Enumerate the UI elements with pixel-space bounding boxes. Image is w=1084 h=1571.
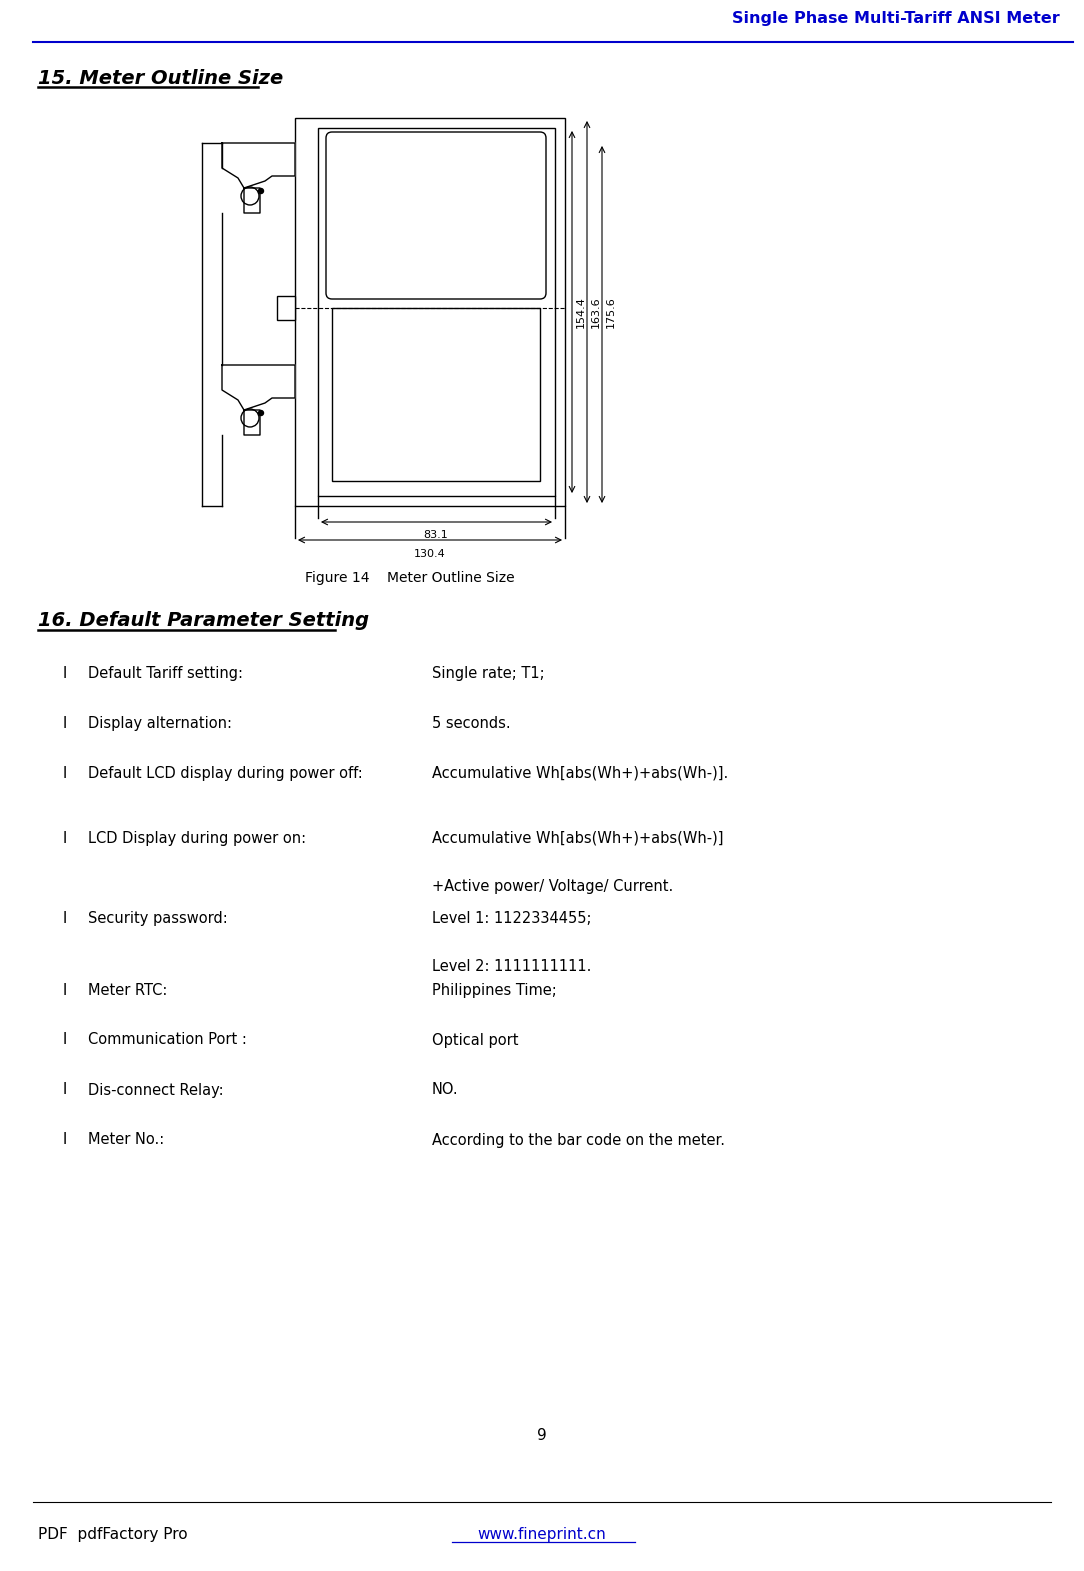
Bar [318, 127, 555, 496]
Circle shape [258, 189, 263, 193]
Text: 130.4: 130.4 [414, 548, 446, 559]
Text: Communication Port :: Communication Port : [88, 1032, 247, 1048]
Text: Dis-connect Relay:: Dis-connect Relay: [88, 1082, 223, 1098]
Text: Single rate; T1;: Single rate; T1; [433, 666, 544, 680]
Text: 154.4: 154.4 [576, 295, 586, 328]
Text: Default LCD display during power off:: Default LCD display during power off: [88, 765, 363, 781]
Text: Level 2: 1111111111.: Level 2: 1111111111. [433, 958, 592, 974]
Text: l: l [63, 765, 67, 781]
Text: 83.1: 83.1 [424, 529, 449, 540]
Text: Accumulative Wh[abs(Wh+)+abs(Wh-)].: Accumulative Wh[abs(Wh+)+abs(Wh-)]. [433, 765, 728, 781]
Text: Display alternation:: Display alternation: [88, 715, 232, 731]
Text: 5 seconds.: 5 seconds. [433, 715, 511, 731]
Text: LCD Display during power on:: LCD Display during power on: [88, 831, 306, 845]
Text: l: l [63, 982, 67, 998]
Text: According to the bar code on the meter.: According to the bar code on the meter. [433, 1133, 725, 1147]
Text: Single Phase Multi-Tariff ANSI Meter: Single Phase Multi-Tariff ANSI Meter [733, 11, 1060, 25]
FancyBboxPatch shape [326, 132, 546, 298]
Text: Philippines Time;: Philippines Time; [433, 982, 557, 998]
Circle shape [258, 410, 263, 415]
Text: +Active power/ Voltage/ Current.: +Active power/ Voltage/ Current. [433, 878, 673, 894]
Text: l: l [63, 666, 67, 680]
Text: PDF  pdfFactory Pro: PDF pdfFactory Pro [38, 1527, 188, 1543]
Polygon shape [222, 364, 295, 435]
Text: l: l [63, 911, 67, 925]
Text: Optical port: Optical port [433, 1032, 518, 1048]
Text: Security password:: Security password: [88, 911, 228, 925]
Bar [332, 308, 540, 481]
Text: l: l [63, 831, 67, 845]
Text: Default Tariff setting:: Default Tariff setting: [88, 666, 243, 680]
Text: Meter No.:: Meter No.: [88, 1133, 165, 1147]
Text: l: l [63, 1032, 67, 1048]
Bar [295, 118, 565, 506]
Text: 175.6: 175.6 [606, 295, 616, 328]
Text: Accumulative Wh[abs(Wh+)+abs(Wh-)]: Accumulative Wh[abs(Wh+)+abs(Wh-)] [433, 831, 723, 845]
Text: 163.6: 163.6 [591, 297, 601, 328]
Text: www.fineprint.cn: www.fineprint.cn [478, 1527, 606, 1543]
Polygon shape [222, 143, 295, 214]
Text: 16. Default Parameter Setting: 16. Default Parameter Setting [38, 611, 370, 630]
Text: 15. Meter Outline Size: 15. Meter Outline Size [38, 69, 283, 88]
Text: l: l [63, 1133, 67, 1147]
Bar [278, 295, 295, 320]
Text: Level 1: 1122334455;: Level 1: 1122334455; [433, 911, 592, 925]
Text: 9: 9 [538, 1428, 546, 1442]
Text: Figure 14    Meter Outline Size: Figure 14 Meter Outline Size [306, 570, 515, 584]
Text: l: l [63, 715, 67, 731]
Text: NO.: NO. [433, 1082, 459, 1098]
Text: Meter RTC:: Meter RTC: [88, 982, 167, 998]
Text: l: l [63, 1082, 67, 1098]
